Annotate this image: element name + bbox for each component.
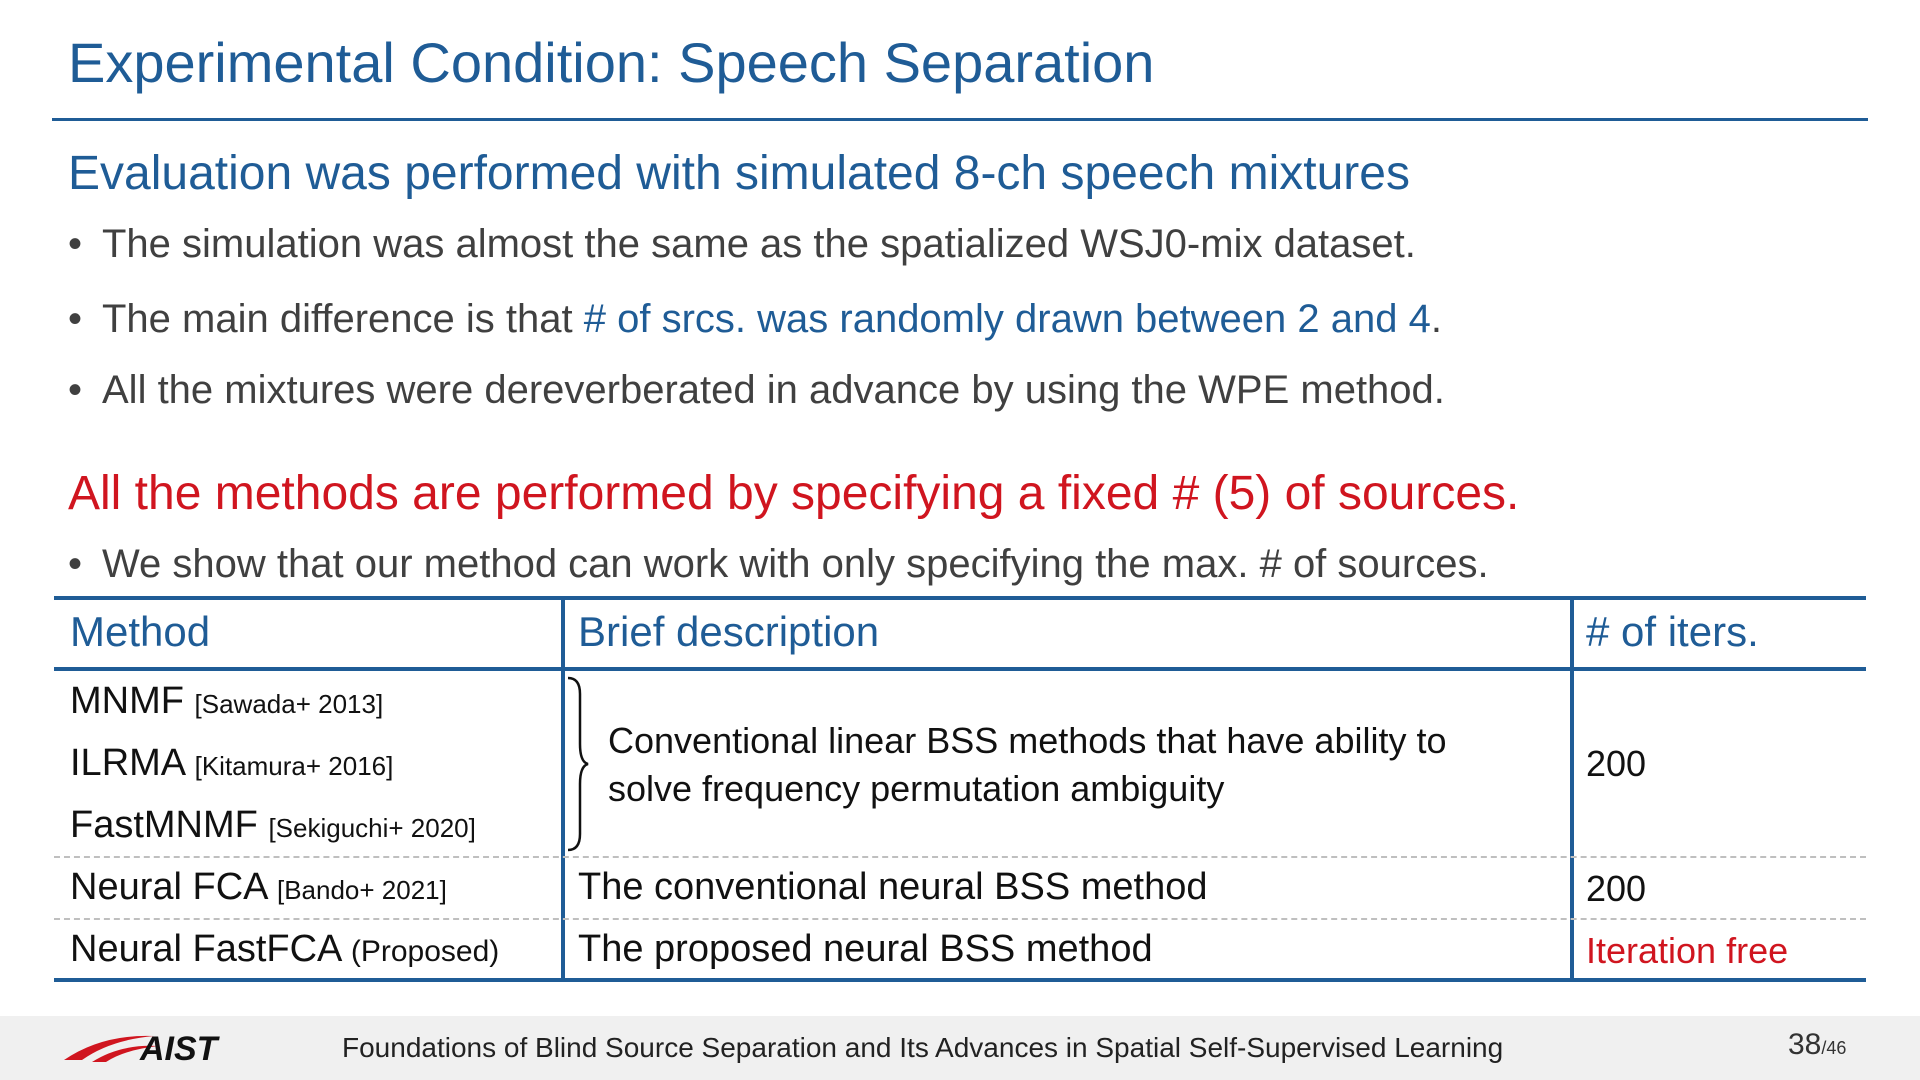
description-line: Conventional linear BSS methods that hav… [608,720,1447,761]
current-page: 38 [1788,1028,1822,1061]
table-column-divider [1570,596,1574,982]
slide-title: Experimental Condition: Speech Separatio… [68,31,1155,94]
method-citation: (Proposed) [350,935,500,968]
section-heading-fixed-sources: All the methods are performed by specify… [68,467,1520,520]
bullet-highlight: # of srcs. was randomly drawn between 2 … [583,297,1431,341]
table-cell-method: FastMNMF [Sekiguchi+ 2020] [70,804,476,847]
method-citation: [Sekiguchi+ 2020] [268,813,476,843]
table-cell-method: MNMF [Sawada+ 2013] [70,680,383,723]
page-number: 38/46 [1788,1028,1846,1062]
bullet-text: All the mixtures were dereverberated in … [102,368,1445,412]
table-column-divider [561,596,565,982]
slide-footer: AIST Foundations of Blind Source Separat… [0,1016,1920,1080]
table-cell-description: The conventional neural BSS method [578,866,1208,908]
bullet-text: The main difference is that [102,297,584,341]
table-row-divider [54,918,1866,920]
aist-logo: AIST [64,1030,221,1068]
total-pages: /46 [1821,1038,1847,1058]
bullet-dot: • [68,542,83,586]
table-cell-method: ILRMA [Kitamura+ 2016] [70,742,393,785]
bullet-dot: • [68,222,83,266]
table-cell-description-group: Conventional linear BSS methods that hav… [608,717,1447,813]
method-name: Neural FastFCA [70,928,341,970]
table-cell-method: Neural FastFCA (Proposed) [70,928,499,971]
method-name: ILRMA [70,742,185,784]
section-heading-evaluation: Evaluation was performed with simulated … [68,147,1410,200]
bullet-item: • The main difference is that # of srcs. … [68,297,1442,342]
bullet-text-end: . [1430,297,1442,341]
logo-text: AIST [139,1030,221,1068]
table-header-iters: # of iters. [1586,608,1759,655]
bullet-item: • All the mixtures were dereverberated in… [68,368,1445,413]
description-line: solve frequency permutation ambiguity [608,768,1225,809]
method-name: Neural FCA [70,866,267,908]
method-name: FastMNMF [70,804,258,846]
table-cell-description: The proposed neural BSS method [578,928,1153,970]
footer-title: Foundations of Blind Source Separation a… [342,1032,1504,1063]
bullet-item: • We show that our method can work with o… [68,542,1489,587]
bullet-item: • The simulation was almost the same as t… [68,222,1416,267]
table-cell-method: Neural FCA [Bando+ 2021] [70,866,447,909]
table-cell-iters: 200 [1586,743,1647,784]
method-name: MNMF [70,680,184,722]
table-header-method: Method [70,608,211,655]
table-top-rule [54,596,1866,600]
table-cell-iters: 200 [1586,868,1647,909]
bullet-text: We show that our method can work with on… [102,542,1489,586]
curly-brace-icon [567,676,589,852]
table-bottom-rule [54,978,1866,982]
method-citation: [Sawada+ 2013] [194,689,384,719]
table-row-divider [54,856,1866,858]
method-citation: [Kitamura+ 2016] [194,751,394,781]
table-header-rule [54,667,1866,671]
bullet-dot: • [68,297,83,341]
title-divider [52,118,1868,121]
bullet-text: The simulation was almost the same as th… [102,222,1416,266]
bullet-dot: • [68,368,83,412]
table-header-description: Brief description [578,608,880,655]
table-cell-iters: Iteration free [1586,930,1789,971]
method-citation: [Bando+ 2021] [276,875,447,905]
